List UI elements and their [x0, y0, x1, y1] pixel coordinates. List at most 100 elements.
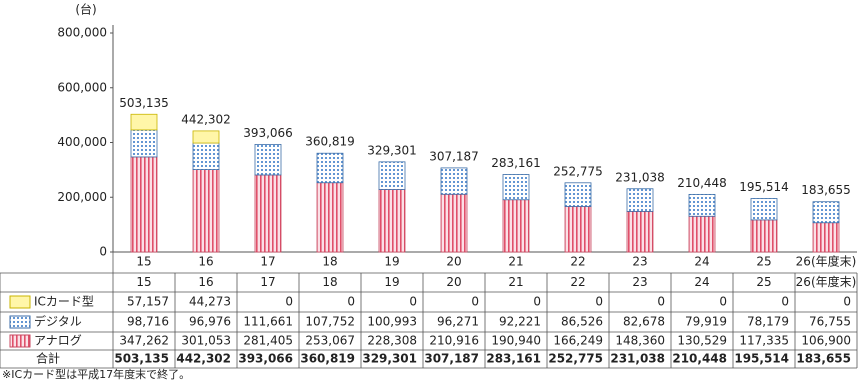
total-cell: 252,775 [548, 352, 603, 366]
y-tick-label: 400,000 [57, 135, 107, 149]
bar-segment [440, 193, 468, 253]
category-cell: 21 [508, 275, 523, 289]
table-cell: 0 [719, 295, 727, 309]
category-cell: 22 [570, 275, 585, 289]
bar-segment [812, 222, 840, 253]
total-row-label: 合計 [36, 351, 60, 366]
total-cell: 360,819 [300, 352, 355, 366]
bar-segment [192, 169, 220, 253]
total-cell: 231,038 [610, 352, 665, 366]
total-cell: 307,187 [424, 352, 479, 366]
table-cell: 0 [781, 295, 789, 309]
table-cell: 0 [657, 295, 665, 309]
category-cell: 15 [136, 275, 151, 289]
category-cell: 25 [756, 275, 771, 289]
legend-label: ICカード型 [34, 295, 94, 309]
total-cell: 442,302 [176, 352, 231, 366]
table-cell: 0 [595, 295, 603, 309]
total-cell: 195,514 [734, 352, 789, 366]
x-tick-label: 19 [384, 255, 399, 269]
table-cell: 78,179 [747, 315, 789, 329]
table-cell: 166,249 [553, 334, 603, 348]
category-cell: 19 [384, 275, 399, 289]
x-tick-label: 22 [570, 255, 585, 269]
category-cell: 23 [632, 275, 647, 289]
table-cell: 0 [843, 295, 851, 309]
bar-segment [564, 206, 592, 253]
category-cell: 20 [446, 275, 461, 289]
table-cell: 228,308 [367, 334, 417, 348]
table-cell: 82,678 [623, 315, 665, 329]
table-cell: 86,526 [561, 315, 603, 329]
x-tick-label: 20 [446, 255, 461, 269]
bar-segment [502, 174, 530, 201]
table-cell: 301,053 [181, 334, 231, 348]
bar-segment [130, 113, 158, 131]
table-cell: 96,976 [189, 315, 231, 329]
legend-swatch [9, 315, 31, 329]
total-label: 210,448 [677, 176, 727, 190]
total-label: 231,038 [615, 170, 665, 184]
table-cell: 111,661 [243, 315, 293, 329]
bar-segment [626, 210, 654, 253]
table-cell: 130,529 [677, 334, 727, 348]
bar-segment [750, 198, 778, 221]
bar-segment [502, 199, 530, 253]
bar-segment [254, 143, 282, 176]
footnote: ※ICカード型は平成17年度末で終了。 [2, 367, 190, 381]
table-cell: 106,900 [801, 334, 851, 348]
y-tick-label: 0 [99, 245, 107, 259]
bar-segment [130, 129, 158, 158]
total-label: 283,161 [491, 156, 541, 170]
bar-segment [688, 193, 716, 217]
table-cell: 0 [471, 295, 479, 309]
table-cell: 98,716 [127, 315, 169, 329]
total-label: 329,301 [367, 143, 417, 157]
bar-segment [130, 156, 158, 253]
category-cell: 17 [260, 275, 275, 289]
y-tick-label: 600,000 [57, 80, 107, 94]
bar-segment [688, 215, 716, 253]
table-cell: 92,221 [499, 315, 541, 329]
bar-segment [192, 130, 220, 144]
x-tick-label: 25 [756, 255, 771, 269]
total-label: 195,514 [739, 180, 789, 194]
x-tick-label: 17 [260, 255, 275, 269]
total-cell: 210,448 [672, 352, 727, 366]
x-tick-label: 16 [198, 255, 213, 269]
x-tick-label: 18 [322, 255, 337, 269]
total-cell: 283,161 [486, 352, 541, 366]
bar-segment [812, 201, 840, 224]
bar-segment [316, 152, 344, 184]
y-tick-label: 200,000 [57, 190, 107, 204]
bar-segment [254, 174, 282, 253]
x-tick-label: 21 [508, 255, 523, 269]
bar-segment [378, 189, 406, 253]
table-cell: 281,405 [243, 334, 293, 348]
total-label: 252,775 [553, 164, 603, 178]
bar-segment [378, 161, 406, 190]
table-cell: 117,335 [739, 334, 789, 348]
x-tick-label: 15 [136, 255, 151, 269]
table-cell: 100,993 [367, 315, 417, 329]
table-cell: 0 [533, 295, 541, 309]
bar-segment [626, 188, 654, 212]
table-cell: 0 [285, 295, 293, 309]
x-tick-label: 23 [632, 255, 647, 269]
table-cell: 57,157 [127, 295, 169, 309]
bar-segment [440, 167, 468, 195]
category-cell: 18 [322, 275, 337, 289]
total-cell: 503,135 [114, 352, 169, 366]
bar-segment [316, 182, 344, 253]
y-tick-label: 800,000 [57, 26, 107, 40]
table-cell: 0 [347, 295, 355, 309]
total-cell: 393,066 [238, 352, 293, 366]
total-label: 393,066 [243, 126, 293, 140]
category-cell: 24 [694, 275, 709, 289]
table-cell: 210,916 [429, 334, 479, 348]
bar-segment [564, 182, 592, 207]
total-label: 503,135 [119, 96, 169, 110]
table-cell: 44,273 [189, 295, 231, 309]
x-tick-label: 24 [694, 255, 709, 269]
